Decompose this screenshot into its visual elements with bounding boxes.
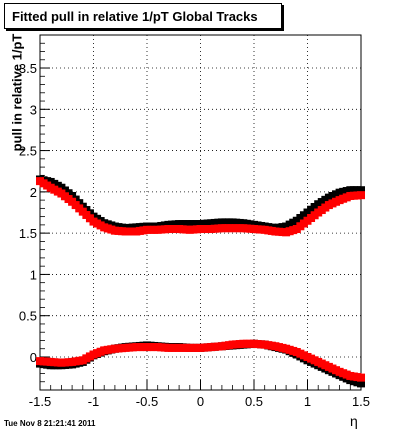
y-tick-label: 0.5 — [19, 309, 37, 324]
timestamp: Tue Nov 8 21:21:41 2011 — [4, 419, 96, 428]
y-tick-label: 1.5 — [19, 226, 37, 241]
y-tick-label: 3 — [30, 102, 37, 117]
data-point-series-2 — [357, 191, 365, 200]
data-point-series-4 — [357, 373, 365, 382]
x-tick-label: 0.5 — [245, 394, 263, 409]
x-tick-label: -1 — [88, 394, 100, 409]
y-tick-label: 0 — [30, 350, 37, 365]
chart-title-box: Fitted pull in relative 1/pT Global Trac… — [4, 3, 282, 29]
y-tick-label: 3.5 — [19, 61, 37, 76]
x-tick-label: 1 — [304, 394, 311, 409]
x-axis-label: η — [350, 413, 358, 429]
y-tick-label: 2 — [30, 185, 37, 200]
x-tick-label: -1.5 — [29, 394, 51, 409]
y-tick-label: 2.5 — [19, 144, 37, 159]
data-point-series-1 — [357, 186, 365, 195]
y-tick-label: 1 — [30, 267, 37, 282]
x-tick-label: 1.5 — [352, 394, 370, 409]
x-tick-label: -0.5 — [136, 394, 158, 409]
x-tick-label: 0 — [197, 394, 204, 409]
data-point-series-3 — [357, 379, 365, 388]
chart-title: Fitted pull in relative 1/pT Global Trac… — [12, 9, 258, 24]
